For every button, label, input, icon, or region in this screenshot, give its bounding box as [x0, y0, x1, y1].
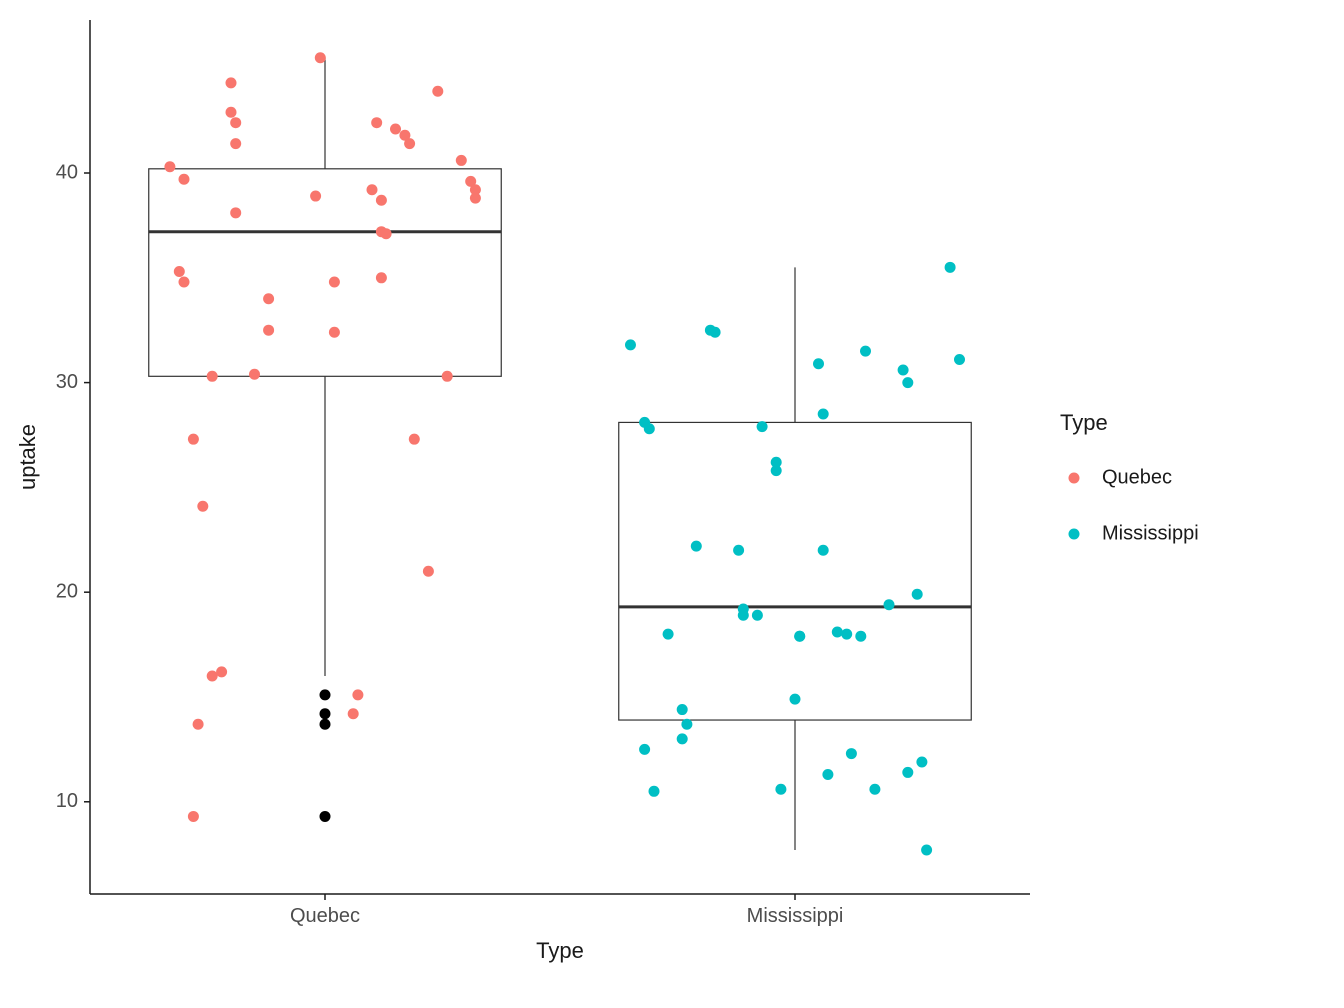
jitter-point [179, 174, 190, 185]
legend-label: Mississippi [1102, 522, 1199, 544]
jitter-point [757, 421, 768, 432]
jitter-point [348, 708, 359, 719]
jitter-point [315, 52, 326, 63]
jitter-point [832, 627, 843, 638]
jitter-point [752, 610, 763, 621]
jitter-point [663, 629, 674, 640]
jitter-point [846, 748, 857, 759]
jitter-point [371, 117, 382, 128]
outlier-point [320, 811, 331, 822]
jitter-point [733, 545, 744, 556]
y-tick-label: 40 [56, 161, 78, 183]
jitter-point [423, 566, 434, 577]
jitter-point [818, 409, 829, 420]
jitter-point [884, 599, 895, 610]
boxplot-chart: 10 20 30 40 Quebec Mississippi uptake Type Type Q… [0, 0, 1344, 1008]
jitter-point [813, 358, 824, 369]
jitter-point [869, 784, 880, 795]
box [619, 422, 972, 720]
jitter-point [855, 631, 866, 642]
jitter-point [164, 161, 175, 172]
legend-label: Quebec [1102, 466, 1172, 488]
jitter-point [902, 767, 913, 778]
jitter-point [644, 423, 655, 434]
jitter-point [916, 756, 927, 767]
jitter-point [921, 844, 932, 855]
jitter-point [902, 377, 913, 388]
jitter-point [775, 784, 786, 795]
jitter-point [794, 631, 805, 642]
jitter-point [898, 365, 909, 376]
jitter-point [174, 266, 185, 277]
legend-key-icon [1069, 529, 1080, 540]
jitter-point [860, 346, 871, 357]
jitter-point [912, 589, 923, 600]
outlier-point [320, 719, 331, 730]
jitter-point [442, 371, 453, 382]
jitter-point [329, 276, 340, 287]
jitter-point [818, 545, 829, 556]
jitter-point [409, 434, 420, 445]
jitter-point [738, 610, 749, 621]
jitter-point [216, 666, 227, 677]
x-axis-title: Type [536, 938, 584, 963]
legend-title: Type [1060, 410, 1108, 435]
jitter-point [677, 704, 688, 715]
jitter-point [649, 786, 660, 797]
jitter-point [432, 86, 443, 97]
jitter-point [230, 207, 241, 218]
jitter-point [390, 123, 401, 134]
jitter-point [352, 689, 363, 700]
jitter-point [226, 107, 237, 118]
jitter-point [470, 193, 481, 204]
chart-svg: 10 20 30 40 Quebec Mississippi uptake Type Type Q… [0, 0, 1344, 1008]
jitter-point [263, 325, 274, 336]
legend-key-icon [1069, 473, 1080, 484]
x-tick-label: Mississippi [747, 905, 844, 927]
jitter-point [625, 339, 636, 350]
jitter-point [710, 327, 721, 338]
y-tick-label: 10 [56, 790, 78, 812]
jitter-point [822, 769, 833, 780]
jitter-point [230, 138, 241, 149]
jitter-point [376, 272, 387, 283]
jitter-point [841, 629, 852, 640]
y-axis-title: uptake [15, 424, 40, 490]
jitter-point [263, 293, 274, 304]
outlier-point [320, 708, 331, 719]
jitter-point [954, 354, 965, 365]
outlier-point [320, 689, 331, 700]
x-tick-label: Quebec [290, 905, 360, 927]
jitter-point [329, 327, 340, 338]
jitter-point [310, 191, 321, 202]
jitter-point [404, 138, 415, 149]
jitter-point [179, 276, 190, 287]
box [149, 169, 502, 376]
jitter-point [681, 719, 692, 730]
jitter-point [456, 155, 467, 166]
jitter-point [249, 369, 260, 380]
jitter-point [207, 671, 218, 682]
jitter-point [790, 694, 801, 705]
jitter-point [639, 744, 650, 755]
jitter-point [188, 811, 199, 822]
jitter-point [367, 184, 378, 195]
jitter-point [188, 434, 199, 445]
jitter-point [945, 262, 956, 273]
jitter-point [226, 77, 237, 88]
y-tick-label: 30 [56, 371, 78, 393]
jitter-point [691, 541, 702, 552]
jitter-point [381, 228, 392, 239]
jitter-point [771, 465, 782, 476]
jitter-point [193, 719, 204, 730]
jitter-point [197, 501, 208, 512]
jitter-point [207, 371, 218, 382]
jitter-point [230, 117, 241, 128]
jitter-point [376, 195, 387, 206]
y-tick-label: 20 [56, 580, 78, 602]
jitter-point [677, 733, 688, 744]
